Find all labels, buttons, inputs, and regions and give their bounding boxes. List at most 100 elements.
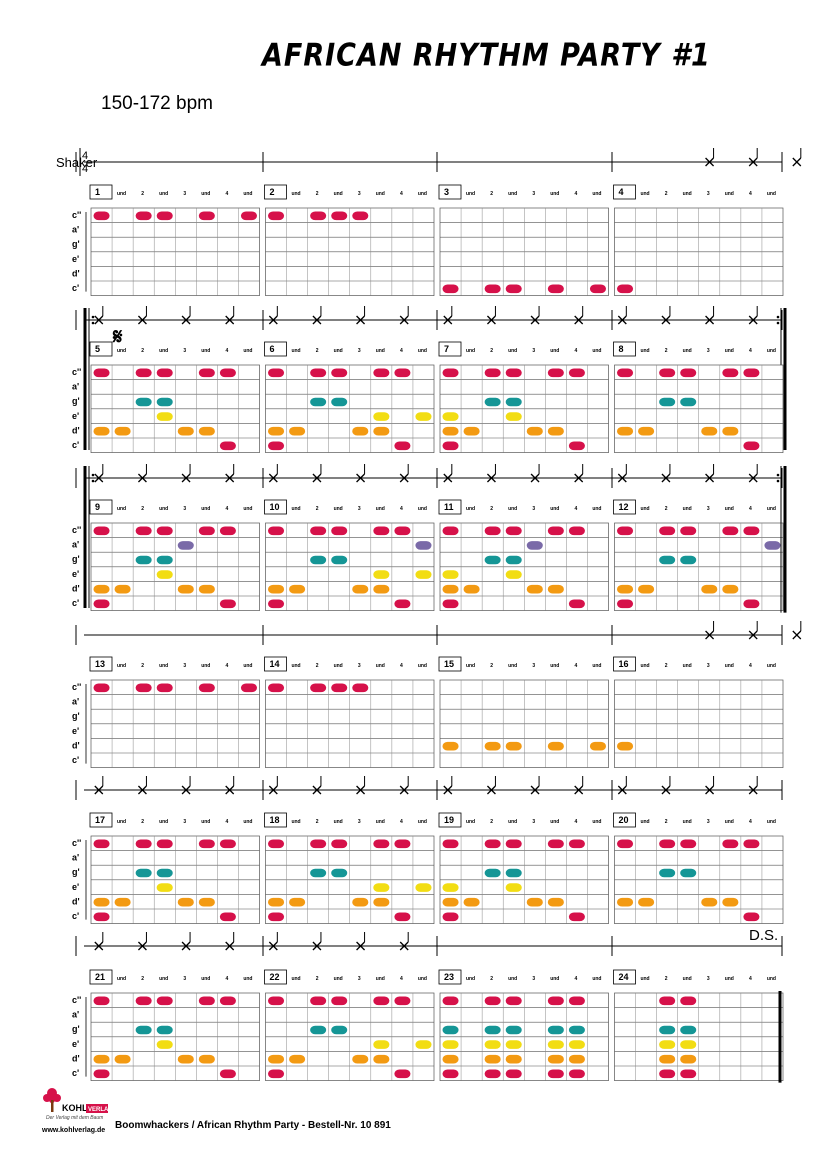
boomwhacker-note — [463, 584, 480, 594]
boomwhacker-note — [156, 996, 173, 1006]
beat-label: 3 — [532, 506, 535, 512]
shaker-note — [312, 315, 322, 325]
boomwhacker-note — [442, 1040, 459, 1049]
beat-label: und — [683, 819, 692, 825]
boomwhacker-note — [701, 426, 718, 436]
beat-label: und — [725, 663, 734, 669]
boomwhacker-note — [722, 584, 739, 594]
beat-label: und — [725, 191, 734, 197]
shaker-note — [137, 785, 147, 795]
beat-label: und — [243, 348, 252, 354]
footer: KOHL VERLAG Der Verlag mit dem Baum www.… — [42, 1085, 802, 1145]
boomwhacker-note — [659, 839, 676, 849]
boomwhacker-note — [135, 397, 152, 407]
boomwhacker-note — [310, 1025, 327, 1035]
beat-label: und — [683, 976, 692, 982]
beat-label: 3 — [183, 819, 186, 825]
boomwhacker-note — [310, 368, 327, 378]
boomwhacker-note — [135, 839, 152, 849]
shaker-note — [661, 785, 671, 795]
beat-label: und — [159, 663, 168, 669]
beat-label: und — [550, 191, 559, 197]
beat-label: 3 — [358, 976, 361, 982]
boomwhacker-note — [198, 368, 215, 378]
shaker-note — [486, 785, 496, 795]
note-label: c' — [72, 755, 79, 765]
repeat-dot — [91, 321, 95, 325]
beat-label: und — [291, 663, 300, 669]
beat-label: 4 — [574, 191, 577, 197]
beat-label: 2 — [141, 819, 144, 825]
boomwhacker-note — [331, 526, 348, 536]
boomwhacker-note — [135, 996, 152, 1006]
boomwhacker-note — [659, 526, 676, 536]
boomwhacker-note — [268, 839, 285, 849]
beat-label: und — [376, 191, 385, 197]
boomwhacker-note — [442, 584, 459, 594]
boomwhacker-note — [659, 1054, 676, 1064]
boomwhacker-note — [310, 996, 327, 1006]
boomwhacker-note — [156, 526, 173, 536]
shaker-note — [748, 315, 758, 325]
shaker-note — [530, 473, 540, 483]
segno-sign: 𝄋 — [112, 325, 123, 350]
boomwhacker-note — [505, 412, 522, 421]
beat-label: 2 — [316, 663, 319, 669]
boomwhacker-note — [331, 868, 348, 878]
beat-label: und — [376, 663, 385, 669]
boomwhacker-note — [331, 1025, 348, 1035]
footer-url: www.kohlverlag.de — [42, 1127, 106, 1134]
beat-label: und — [508, 663, 517, 669]
boomwhacker-note — [394, 1069, 411, 1079]
boomwhacker-note — [659, 868, 676, 878]
shaker-note — [399, 941, 409, 951]
beat-label: 2 — [316, 976, 319, 982]
measure-number: 5 — [95, 344, 100, 354]
beat-label: 4 — [574, 348, 577, 354]
boomwhacker-note — [442, 426, 459, 436]
boomwhacker-note — [352, 211, 369, 221]
shaker-note — [137, 315, 147, 325]
boomwhacker-note — [93, 996, 110, 1006]
shaker-note — [792, 630, 802, 640]
beat-label: 3 — [532, 819, 535, 825]
shaker-note — [181, 785, 191, 795]
boomwhacker-note — [680, 1054, 697, 1064]
beat-label: 4 — [749, 506, 752, 512]
measure-number-box — [438, 341, 462, 357]
measure-number-box — [264, 341, 287, 357]
boomwhacker-note — [373, 1054, 390, 1064]
beat-label: und — [592, 819, 601, 825]
boomwhacker-note — [331, 996, 348, 1006]
beat-label: und — [466, 976, 475, 982]
shaker-note — [748, 473, 758, 483]
beat-label: und — [291, 976, 300, 982]
shaker-note — [443, 785, 453, 795]
boomwhacker-note — [547, 1069, 564, 1079]
beat-label: und — [683, 663, 692, 669]
beat-label: 4 — [749, 191, 752, 197]
boomwhacker-note — [442, 883, 459, 892]
boomwhacker-note — [156, 397, 173, 407]
boomwhacker-note — [198, 426, 215, 436]
boomwhacker-note — [484, 868, 501, 878]
boomwhacker-note — [177, 1054, 194, 1064]
note-label: e' — [72, 254, 79, 264]
boomwhacker-note — [442, 912, 459, 922]
beat-label: und — [592, 348, 601, 354]
boomwhacker-note — [93, 683, 110, 693]
beat-label: und — [117, 348, 126, 354]
boomwhacker-note — [156, 555, 173, 565]
note-label: a' — [72, 1010, 79, 1020]
beat-label: 2 — [665, 663, 668, 669]
boomwhacker-note — [373, 526, 390, 536]
measure-number: 17 — [95, 815, 105, 825]
boomwhacker-note — [463, 426, 480, 436]
shaker-note — [268, 473, 278, 483]
boomwhacker-note — [93, 584, 110, 594]
boomwhacker-note — [310, 839, 327, 849]
boomwhacker-note — [442, 1069, 459, 1079]
boomwhacker-note — [219, 599, 236, 609]
beat-label: und — [376, 819, 385, 825]
boomwhacker-note — [680, 1069, 697, 1079]
